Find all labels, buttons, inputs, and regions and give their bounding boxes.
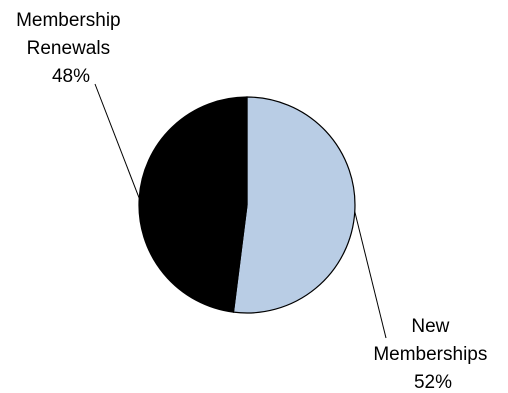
slice-label-new-memberships-line1: New <box>411 316 449 337</box>
leader-lines <box>94 83 387 339</box>
slice-label-new-memberships: New Memberships 52% <box>373 316 492 393</box>
slice-label-membership-renewals: Membership Renewals 48% <box>16 10 126 87</box>
pie-slice-new-memberships <box>232 96 356 314</box>
leader-line-membership-renewals <box>94 83 140 199</box>
slice-label-new-memberships-line2: Memberships <box>373 344 487 365</box>
pie-slice-membership-renewals <box>138 96 248 313</box>
slice-value-membership-renewals: 48% <box>52 66 90 87</box>
slice-label-membership-renewals-line1: Membership <box>16 10 121 31</box>
slice-label-membership-renewals-line2: Renewals <box>27 38 110 59</box>
leader-line-new-memberships <box>354 211 387 339</box>
slices-layer <box>138 96 356 314</box>
slice-value-new-memberships: 52% <box>414 372 452 393</box>
